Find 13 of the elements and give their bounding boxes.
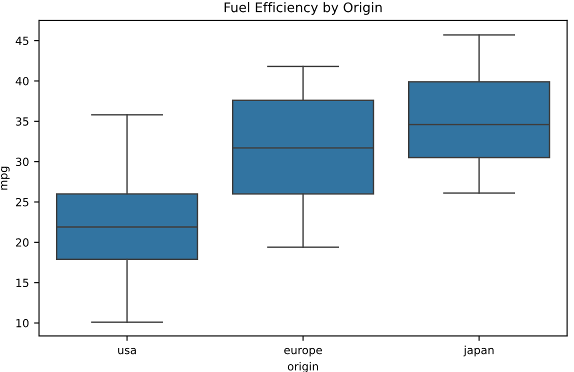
y-tick-label: 45 bbox=[16, 36, 28, 46]
y-tick-label: 15 bbox=[16, 278, 28, 288]
x-tick-label: usa bbox=[118, 348, 136, 354]
y-tick-label: 35 bbox=[16, 117, 28, 126]
y-tick-label: 25 bbox=[16, 198, 28, 206]
chart-title: Fuel Efficiency by Origin bbox=[224, 2, 382, 15]
y-tick-label: 20 bbox=[16, 238, 29, 247]
y-tick-label: 40 bbox=[16, 76, 29, 86]
x-tick-label: europe bbox=[284, 348, 322, 356]
y-tick-label: 10 bbox=[16, 318, 29, 328]
y-axis-title: mpg bbox=[1, 166, 10, 190]
x-tick-label: japan bbox=[463, 346, 494, 356]
y-tick-label: 30 bbox=[16, 158, 29, 166]
